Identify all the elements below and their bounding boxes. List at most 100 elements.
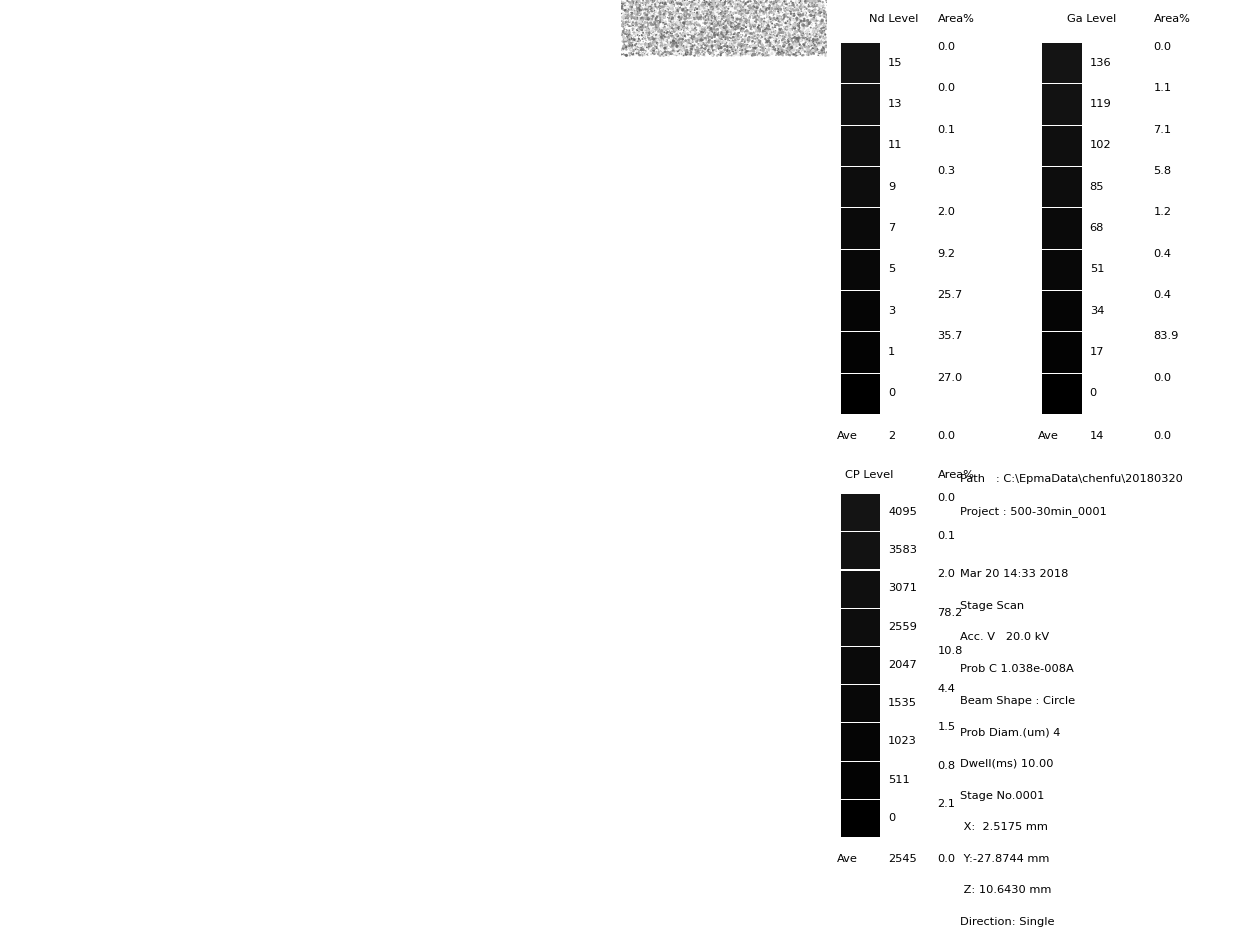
Point [644, 0, 663, 12]
Point [776, 45, 796, 60]
Point [801, 7, 821, 21]
Point [331, 820, 351, 835]
Point [218, 292, 238, 307]
Point [458, 721, 477, 736]
Point [691, 8, 711, 23]
Bar [841, 609, 880, 645]
Point [744, 44, 764, 59]
Point [165, 341, 185, 356]
Point [432, 113, 451, 127]
Point [810, 19, 830, 33]
Point [775, 3, 795, 18]
Point [618, 290, 637, 305]
Point [766, 35, 786, 50]
Point [162, 129, 182, 144]
Point [739, 3, 759, 18]
Point [650, 11, 670, 26]
Point [25, 396, 45, 411]
Point [200, 583, 219, 598]
Point [718, 48, 738, 63]
Point [91, 214, 110, 229]
Point [653, 35, 673, 50]
Point [697, 0, 717, 8]
Point [817, 13, 837, 28]
Point [773, 29, 792, 44]
Point [41, 368, 61, 383]
Point [680, 38, 699, 53]
Point [588, 606, 608, 621]
Point [771, 0, 791, 7]
Point [169, 27, 188, 42]
Point [671, 11, 691, 26]
Point [432, 399, 451, 414]
Point [463, 635, 482, 650]
Point [134, 493, 154, 508]
Point [397, 341, 417, 356]
Point [765, 0, 785, 15]
Point [658, 0, 678, 7]
Point [768, 0, 787, 8]
Point [676, 1, 696, 16]
Point [682, 39, 702, 54]
Point [815, 25, 835, 40]
Point [811, 34, 831, 49]
Point [642, 17, 662, 32]
Point [800, 30, 820, 45]
Point [605, 196, 625, 211]
Point [489, 853, 508, 868]
Point [379, 559, 399, 574]
Point [639, 24, 658, 39]
Point [420, 200, 440, 215]
Point [573, 831, 593, 846]
Point [723, 32, 743, 46]
Point [760, 2, 780, 17]
Point [665, 23, 684, 38]
Point [630, 47, 650, 62]
Point [735, 2, 755, 17]
Point [644, 8, 663, 23]
Point [17, 501, 37, 516]
Point [758, 17, 777, 32]
Point [92, 269, 112, 284]
Point [603, 362, 622, 377]
Point [304, 480, 324, 495]
Point [656, 22, 676, 37]
Point [277, 351, 296, 365]
Point [506, 874, 526, 889]
Point [554, 874, 574, 889]
Point [662, 10, 682, 25]
Point [755, 5, 775, 20]
Point [712, 33, 732, 48]
Point [813, 36, 833, 51]
Point [792, 45, 812, 60]
Point [701, 0, 720, 10]
Point [441, 136, 461, 151]
Point [352, 510, 372, 525]
Point [696, 26, 715, 41]
Point [678, 42, 698, 57]
Point [699, 0, 719, 8]
Point [769, 45, 789, 60]
Point [693, 0, 713, 11]
Point [712, 40, 732, 55]
Point [109, 844, 129, 858]
Point [790, 7, 810, 22]
Point [572, 681, 591, 696]
Point [682, 0, 702, 11]
Point [791, 44, 811, 59]
Point [621, 0, 641, 15]
Point [423, 784, 443, 799]
Point [697, 11, 717, 26]
Point [378, 715, 398, 730]
Point [794, 20, 813, 35]
Point [552, 681, 572, 696]
Point [559, 181, 579, 196]
Point [386, 381, 405, 396]
Point [236, 62, 255, 77]
Point [717, 24, 737, 39]
Point [552, 14, 572, 29]
Point [807, 0, 827, 12]
Point [692, 0, 712, 12]
Point [239, 166, 259, 181]
Point [448, 671, 467, 686]
